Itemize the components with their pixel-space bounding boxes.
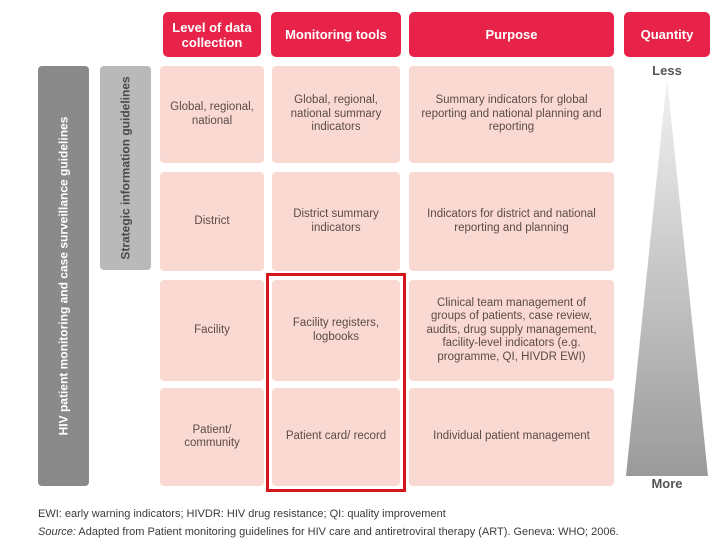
tool-cell-global: Global, regional, national summary indic… <box>272 66 400 163</box>
level-label: Global, regional, national <box>170 101 254 127</box>
source-label: Source: <box>38 526 76 538</box>
purpose-label: Clinical team management of groups of pa… <box>426 296 597 363</box>
level-label: District <box>194 214 230 227</box>
level-cell-facility: Facility <box>160 280 264 381</box>
source-text: Adapted from Patient monitoring guidelin… <box>78 526 619 538</box>
level-cell-patient: Patient/ community <box>160 388 264 486</box>
header-purpose: Purpose <box>409 12 614 57</box>
source-note: Source: Adapted from Patient monitoring … <box>38 526 619 538</box>
highlight-box <box>266 273 406 492</box>
header-quantity-label: Quantity <box>640 27 694 42</box>
quantity-triangle <box>626 78 708 476</box>
purpose-cell-global: Summary indicators for global reporting … <box>409 66 614 163</box>
strategic-guidelines-bar: Strategic information guidelines <box>100 66 151 270</box>
purpose-cell-patient: Individual patient management <box>409 388 614 486</box>
tool-cell-district: District summary indicators <box>272 172 400 271</box>
tool-label: District summary indicators <box>293 208 379 234</box>
tool-cell-facility: Facility registers, logbooks <box>272 280 400 381</box>
strategic-guidelines-label: Strategic information guidelines <box>118 76 133 260</box>
header-quantity: Quantity <box>624 12 710 57</box>
header-level-label: Level of data collection <box>172 19 252 50</box>
hiv-guidelines-bar: HIV patient monitoring and case surveill… <box>38 66 89 486</box>
purpose-cell-facility: Clinical team management of groups of pa… <box>409 280 614 381</box>
header-level: Level of data collection <box>163 12 261 57</box>
purpose-cell-district: Indicators for district and national rep… <box>409 172 614 271</box>
purpose-label: Individual patient management <box>433 430 590 443</box>
hiv-guidelines-label: HIV patient monitoring and case surveill… <box>56 116 71 436</box>
quantity-more-label: More <box>651 476 683 491</box>
purpose-label: Summary indicators for global reporting … <box>421 94 602 134</box>
level-label: Facility <box>194 323 230 336</box>
purpose-label: Indicators for district and national rep… <box>427 208 596 234</box>
tool-label: Facility registers, logbooks <box>292 317 380 343</box>
level-cell-district: District <box>160 172 264 271</box>
quantity-less-label: Less <box>652 63 682 78</box>
tool-label: Global, regional, national summary indic… <box>290 94 382 134</box>
header-purpose-label: Purpose <box>485 27 538 42</box>
level-cell-global: Global, regional, national <box>160 66 264 163</box>
tool-cell-patient: Patient card/ record <box>272 388 400 486</box>
header-tools: Monitoring tools <box>271 12 401 57</box>
tool-label: Patient card/ record <box>285 430 387 443</box>
level-label: Patient/ community <box>184 423 240 450</box>
abbreviations-note: EWI: early warning indicators; HIVDR: HI… <box>38 508 446 520</box>
header-tools-label: Monitoring tools <box>285 27 387 42</box>
